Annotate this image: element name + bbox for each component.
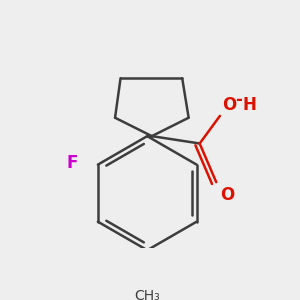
- Text: O: O: [222, 96, 236, 114]
- Text: F: F: [66, 154, 78, 172]
- Text: -: -: [236, 91, 242, 109]
- Text: O: O: [220, 186, 234, 204]
- Text: CH₃: CH₃: [134, 289, 160, 300]
- Text: H: H: [243, 96, 257, 114]
